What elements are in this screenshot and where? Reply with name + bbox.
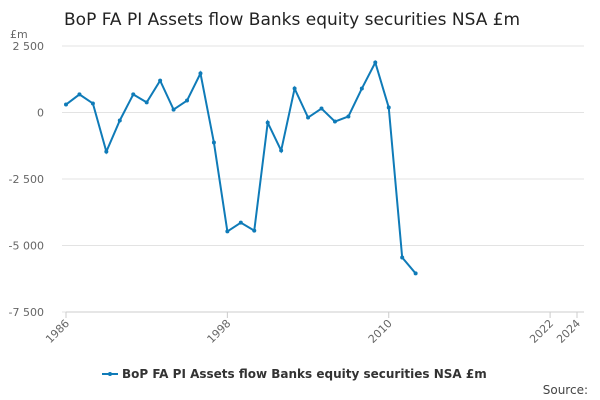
point <box>211 140 216 145</box>
y-unit: £m <box>10 28 28 41</box>
x-tick-label: 1986 <box>43 317 72 346</box>
point <box>292 86 297 91</box>
point <box>319 106 324 111</box>
point <box>64 102 68 107</box>
point <box>332 119 337 124</box>
point <box>252 228 257 233</box>
point <box>104 149 109 154</box>
point <box>386 105 391 110</box>
point <box>144 100 149 105</box>
point <box>306 115 311 120</box>
point <box>265 120 270 125</box>
point <box>185 98 190 103</box>
y-tick-label: 2 500 <box>13 40 45 53</box>
y-tick-label: -5 000 <box>9 240 44 253</box>
point <box>117 118 122 123</box>
point <box>158 78 163 83</box>
point <box>373 60 378 65</box>
y-tick-label: -2 500 <box>9 173 44 186</box>
x-tick-label: 2010 <box>366 317 395 346</box>
point <box>131 92 136 97</box>
point <box>77 92 82 97</box>
x-tick-label: 2024 <box>554 317 583 346</box>
point <box>400 255 405 260</box>
point <box>225 229 230 234</box>
point <box>346 114 351 119</box>
series-line <box>65 59 417 275</box>
point <box>171 107 176 112</box>
point <box>90 101 95 106</box>
point <box>279 148 284 153</box>
point <box>198 71 203 76</box>
point <box>413 271 418 276</box>
legend-label: BoP FA PI Assets flow Banks equity secur… <box>122 367 487 381</box>
legend-marker <box>108 372 112 376</box>
point <box>359 86 364 91</box>
source: Source: <box>543 383 588 397</box>
y-tick-label: 0 <box>37 107 44 120</box>
y-tick-label: -7 500 <box>9 306 44 319</box>
x-tick-label: 2022 <box>527 317 556 346</box>
x-tick-label: 1998 <box>204 317 233 346</box>
chart-title: BoP FA PI Assets flow Banks equity secur… <box>64 10 520 30</box>
point <box>238 220 243 225</box>
